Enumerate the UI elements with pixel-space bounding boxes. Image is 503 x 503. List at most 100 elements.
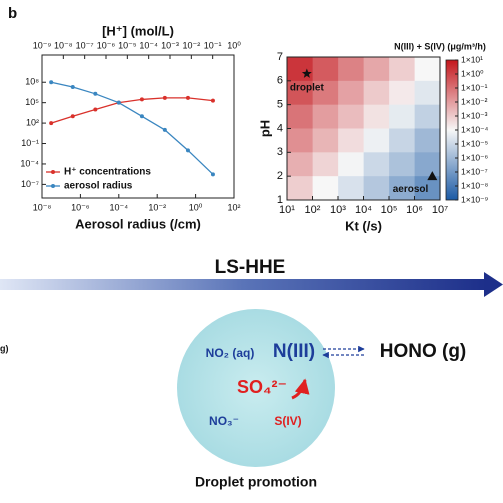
point: [210, 98, 215, 103]
y-tick-label: 2: [277, 170, 283, 182]
heat-cell: [287, 57, 314, 82]
colorbar-tick-label: 1×10⁻⁸: [461, 180, 489, 190]
x2-tick-label: 10⁻⁵: [118, 40, 137, 50]
heat-cell: [312, 80, 339, 106]
y-tick-label: 10⁻⁷: [21, 179, 39, 189]
colorbar-title: N(III) + S(IV) (μg/m³/h): [394, 41, 486, 51]
point: [185, 148, 190, 153]
cut-text: g): [0, 343, 9, 353]
x-tick-label: 10²: [305, 204, 321, 216]
heat-cell: [389, 176, 416, 201]
x-tick-label: 10⁻²: [148, 202, 166, 212]
series-line: [51, 81, 214, 175]
colorbar-tick-label: 1×10⁻⁶: [461, 152, 488, 162]
species-label: NO₂ (aq): [206, 346, 255, 360]
heat-cell: [338, 176, 365, 201]
x-tick-label: 10⁶: [406, 204, 423, 216]
colorbar-tick-label: 1×10⁻²: [461, 96, 488, 106]
plot-frame: [41, 54, 235, 199]
process-arrow: [0, 279, 486, 290]
x-tick-label: 10¹: [279, 204, 295, 216]
heat-cell: [363, 152, 390, 177]
heat-cell: [389, 128, 416, 153]
heat-cell: [414, 128, 441, 153]
heat-cell: [414, 176, 441, 201]
x2-tick-label: 10⁻⁸: [54, 40, 73, 50]
heat-cell: [389, 104, 416, 129]
point: [70, 114, 75, 119]
point: [139, 114, 144, 119]
species-label: S(IV): [274, 414, 301, 428]
x-axis-title: Aerosol radius (/cm): [75, 216, 201, 231]
panel-label: b: [8, 5, 17, 22]
x2-tick-label: 10⁻²: [182, 40, 200, 50]
point: [210, 172, 215, 177]
point: [162, 127, 167, 132]
x-tick-label: 10²: [227, 202, 240, 212]
heat-cell: [363, 176, 390, 201]
y-axis-title: pH: [257, 120, 272, 137]
heat-cell: [287, 176, 314, 201]
heat-cell: [312, 104, 339, 129]
point: [185, 95, 190, 100]
heat-cell: [287, 128, 314, 153]
y-tick-label: 10²: [26, 117, 39, 127]
arrow-label: LS-HHE: [215, 257, 286, 278]
colorbar-tick-label: 1×10⁰: [461, 68, 484, 78]
colorbar-tick-label: 1×10⁻³: [461, 110, 488, 120]
heat-cell: [389, 57, 416, 82]
increase-arrow: [291, 378, 310, 400]
point: [49, 121, 54, 126]
heat-cell: [414, 57, 441, 82]
x-tick-label: 10⁵: [381, 204, 398, 216]
y-tick-label: 7: [277, 51, 283, 63]
y-tick-label: 10⁵: [25, 97, 39, 107]
y-tick-label: 1: [277, 194, 283, 206]
y-tick-label: 6: [277, 75, 283, 87]
x2-tick-label: 10⁻³: [161, 40, 179, 50]
heat-cell: [312, 152, 339, 177]
legend-label: H⁺ concentrations: [64, 167, 151, 178]
heat-cell: [414, 152, 441, 177]
x2-tick-label: 10⁰: [227, 40, 241, 50]
heat-cell: [363, 57, 390, 82]
product-label: HONO (g): [380, 341, 467, 362]
y-tick-label: 3: [277, 146, 283, 158]
x2-tick-label: 10⁻¹: [204, 40, 222, 50]
heat-cell: [312, 128, 339, 153]
species-label: SO₄²⁻: [237, 377, 287, 397]
heat-cell: [287, 152, 314, 177]
x2-axis-title: [H⁺] (mol/L): [102, 23, 174, 38]
x-tick-label: 10⁻⁸: [33, 202, 52, 212]
x2-tick-label: 10⁻⁴: [139, 40, 158, 50]
annotation-marker: [427, 171, 438, 181]
annotation-label: aerosol: [393, 184, 429, 195]
x-tick-label: 10⁰: [189, 202, 203, 212]
x-tick-label: 10⁻⁶: [71, 202, 90, 212]
legend-label: aerosol radius: [64, 181, 133, 192]
point: [162, 95, 167, 100]
heat-cell: [338, 80, 365, 106]
point: [70, 84, 75, 89]
series-line: [50, 97, 214, 124]
annotation-marker: [301, 68, 312, 78]
colorbar-tick-label: 1×10⁻⁴: [461, 124, 489, 134]
point: [93, 107, 98, 112]
heat-cell: [312, 57, 339, 82]
x2-tick-label: 10⁻⁹: [33, 40, 52, 50]
heat-cell: [363, 80, 390, 106]
heat-cell: [389, 80, 416, 106]
x-tick-label: 10⁷: [432, 204, 448, 216]
colorbar-tick-label: 1×10¹: [461, 54, 483, 64]
y-tick-label: 10⁻⁴: [20, 158, 39, 168]
legend-marker: [51, 170, 55, 174]
legend-marker: [51, 184, 55, 188]
x-tick-label: 10⁻⁴: [109, 202, 128, 212]
colorbar-tick-label: 1×10⁻⁵: [461, 138, 488, 148]
x-tick-label: 10⁴: [355, 204, 372, 216]
caption: Droplet promotion: [195, 474, 317, 490]
x-axis-title: Kt (/s): [345, 218, 382, 233]
heat-cell: [414, 104, 441, 129]
heat-cell: [338, 128, 365, 153]
